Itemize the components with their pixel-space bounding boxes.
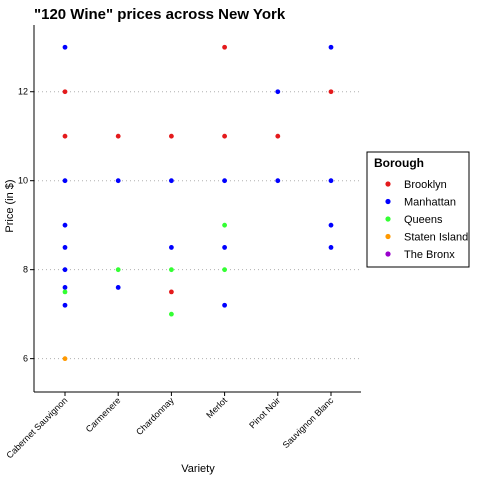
- y-tick-label: 10: [18, 176, 28, 186]
- y-tick-label: 8: [23, 265, 28, 275]
- data-point-brooklyn: [62, 133, 68, 139]
- legend-label: Manhattan: [404, 197, 456, 209]
- data-point-queens: [169, 311, 174, 317]
- legend-title: Borough: [374, 156, 424, 170]
- x-tick-label: Pinot Noir: [247, 395, 282, 430]
- x-tick-label: Chardonnay: [134, 395, 176, 437]
- chart-title: "120 Wine" prices across New York: [34, 6, 286, 23]
- grid-layer: [34, 91, 361, 360]
- y-tick-label: 12: [18, 87, 28, 97]
- y-tick-label: 6: [23, 354, 28, 364]
- legend: Borough Brooklyn Manhattan Queens Staten Is…: [366, 151, 470, 268]
- axes-layer: 6 8 10 12 Cabernet Sauvignon Carmenere Chardon…: [4, 25, 361, 460]
- data-point-brooklyn: [222, 44, 228, 50]
- data-point-manhattan: [328, 245, 334, 250]
- data-point-brooklyn: [169, 289, 174, 295]
- data-point-brooklyn: [328, 89, 334, 95]
- x-tick-label: Merlot: [204, 395, 229, 420]
- data-point-queens: [169, 267, 174, 273]
- data-point-staten-island: [62, 356, 68, 362]
- data-point-manhattan: [328, 44, 334, 50]
- data-point-manhattan: [275, 178, 281, 184]
- data-point-manhattan: [169, 178, 174, 184]
- data-point-manhattan: [62, 245, 68, 250]
- data-point-queens: [62, 289, 68, 295]
- data-point-manhattan: [62, 302, 68, 308]
- data-point-manhattan: [62, 44, 68, 50]
- points-layer: [62, 44, 334, 362]
- data-point-queens: [115, 267, 121, 273]
- data-point-brooklyn: [275, 133, 281, 139]
- legend-key: [385, 251, 391, 257]
- data-point-manhattan: [62, 178, 68, 184]
- y-axis-title: Price (in $): [4, 179, 16, 232]
- data-point-manhattan: [222, 302, 228, 308]
- legend-label: The Bronx: [404, 249, 455, 261]
- data-point-manhattan: [62, 285, 68, 290]
- x-tick-label: Cabernet Sauvignon: [4, 395, 69, 460]
- data-point-manhattan: [328, 178, 334, 184]
- data-point-manhattan: [62, 222, 68, 228]
- data-point-queens: [222, 267, 228, 273]
- legend-box: [366, 151, 470, 268]
- x-axis-title: Variety: [181, 463, 215, 475]
- data-point-brooklyn: [62, 89, 68, 95]
- legend-label: Staten Island: [404, 232, 468, 244]
- data-point-manhattan: [62, 267, 68, 273]
- legend-label: Brooklyn: [404, 179, 447, 191]
- data-point-manhattan: [328, 222, 334, 228]
- data-point-queens: [222, 222, 228, 228]
- legend-key: [385, 181, 391, 187]
- x-tick-label: Sauvignon Blanc: [281, 395, 336, 450]
- data-point-manhattan: [169, 245, 174, 250]
- legend-label: Queens: [404, 214, 443, 226]
- data-point-manhattan: [222, 245, 228, 250]
- legend-key: [385, 198, 391, 205]
- data-point-brooklyn: [115, 133, 121, 139]
- x-tick-label: Carmenere: [84, 395, 123, 434]
- data-point-manhattan: [115, 178, 121, 184]
- data-point-manhattan: [115, 285, 121, 290]
- legend-key: [385, 216, 391, 222]
- legend-key: [385, 233, 391, 240]
- data-point-manhattan: [222, 178, 228, 184]
- data-point-brooklyn: [222, 133, 228, 139]
- data-point-manhattan: [275, 89, 281, 95]
- data-point-brooklyn: [169, 133, 174, 139]
